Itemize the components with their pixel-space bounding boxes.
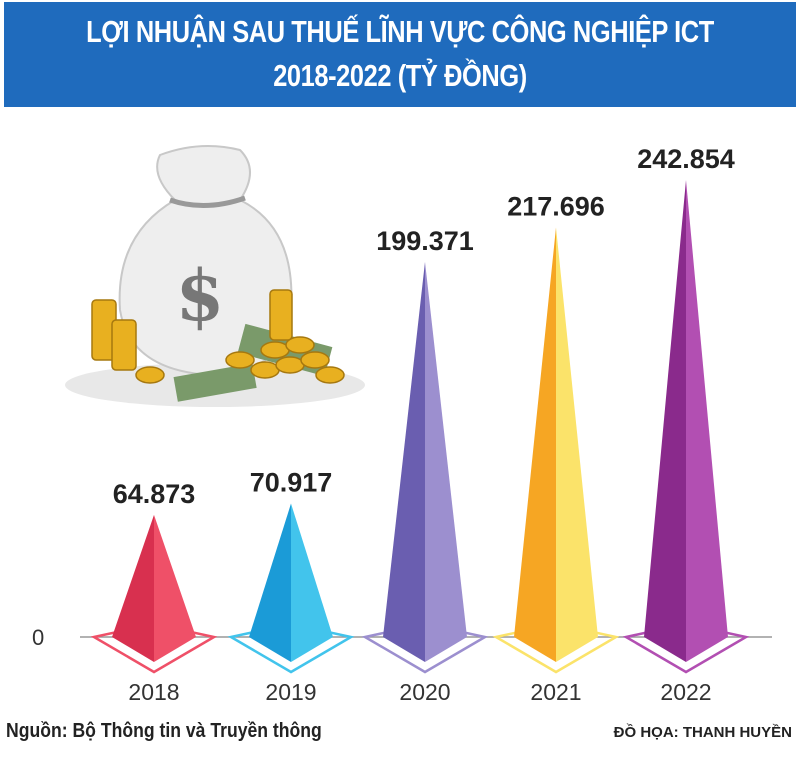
value-label: 217.696 bbox=[507, 191, 605, 221]
x-tick-label: 2020 bbox=[399, 679, 450, 705]
pyramid-face-left bbox=[514, 227, 556, 663]
pyramid-bar-2021 bbox=[492, 227, 620, 674]
pyramid-bar-2018 bbox=[90, 514, 218, 674]
pyramid-face-left bbox=[383, 261, 425, 662]
pyramid-bar-2019 bbox=[227, 503, 355, 674]
title-line-2: 2018-2022 (TỶ ĐỒNG) bbox=[273, 58, 527, 93]
value-label: 242.854 bbox=[637, 144, 735, 174]
x-tick-label: 2018 bbox=[128, 679, 179, 705]
pyramid-bar-2020 bbox=[361, 261, 489, 674]
pyramid-face-right bbox=[291, 503, 333, 662]
pyramid-face-left bbox=[249, 503, 291, 662]
value-label: 70.917 bbox=[250, 468, 333, 498]
graphic-credit: ĐỒ HỌA: THANH HUYỀN bbox=[613, 724, 792, 741]
source-note: Nguồn: Bộ Thông tin và Truyền thông bbox=[6, 720, 322, 742]
svg-text:$: $ bbox=[176, 254, 225, 337]
x-tick-label: 2019 bbox=[265, 679, 316, 705]
x-tick-label: 2021 bbox=[530, 679, 581, 705]
pyramid-face-left bbox=[644, 180, 686, 662]
pyramid-face-right bbox=[556, 227, 598, 663]
pyramid-bar-2022 bbox=[622, 180, 750, 674]
pyramid-face-right bbox=[425, 261, 467, 662]
y-tick-label: 0 bbox=[32, 625, 44, 650]
chart-title: LỢI NHUẬN SAU THUẾ LĨNH VỰC CÔNG NGHIỆP … bbox=[4, 2, 796, 107]
money-bag-illustration: $ bbox=[65, 145, 365, 407]
title-line-1: LỢI NHUẬN SAU THUẾ LĨNH VỰC CÔNG NGHIỆP … bbox=[86, 14, 714, 49]
pyramid-face-right bbox=[686, 180, 728, 662]
pyramid-face-left bbox=[112, 514, 154, 662]
value-label: 199.371 bbox=[376, 226, 474, 256]
value-label: 64.873 bbox=[113, 479, 196, 509]
x-tick-label: 2022 bbox=[660, 679, 711, 705]
pyramid-face-right bbox=[154, 514, 196, 662]
